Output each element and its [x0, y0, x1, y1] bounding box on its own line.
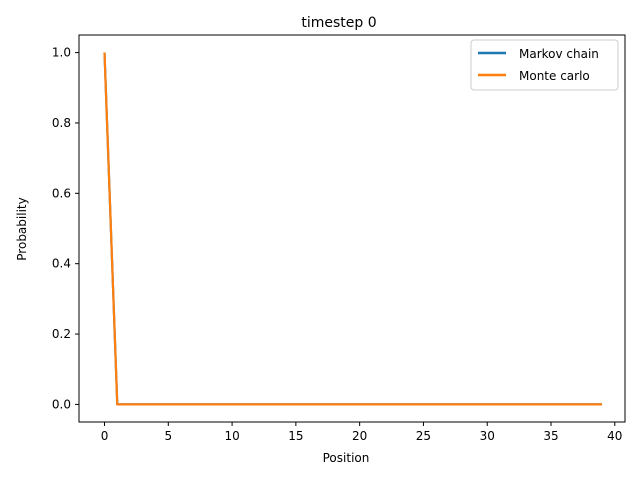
x-tick-label: 5 — [164, 429, 172, 443]
legend-label-markov-chain: Markov chain — [519, 47, 599, 61]
x-tick-label: 30 — [480, 429, 495, 443]
y-axis-ticks: 0.0 0.2 0.4 0.6 0.8 1.0 — [52, 46, 79, 411]
plot-frame — [78, 34, 626, 423]
x-tick-label: 15 — [288, 429, 303, 443]
x-tick-label: 25 — [416, 429, 431, 443]
x-tick-label: 20 — [352, 429, 367, 443]
x-tick-label: 0 — [101, 429, 109, 443]
x-tick-label: 35 — [543, 429, 558, 443]
plot-lines — [103, 52, 603, 406]
legend-box — [470, 39, 619, 91]
y-tick-label: 0.0 — [52, 397, 71, 411]
y-tick-label: 0.8 — [52, 116, 71, 130]
x-tick-label: 10 — [224, 429, 239, 443]
y-tick-label: 1.0 — [52, 46, 71, 60]
x-tick-label: 40 — [607, 429, 622, 443]
x-axis-ticks: 0 5 10 15 20 25 30 35 40 — [101, 422, 622, 443]
legend-label-monte-carlo: Monte carlo — [519, 69, 590, 83]
chart-title: timestep 0 — [301, 15, 376, 31]
legend: Markov chain Monte carlo — [470, 39, 619, 91]
y-tick-label: 0.6 — [52, 186, 71, 200]
y-tick-label: 0.4 — [52, 257, 71, 271]
series-line-monte-carlo — [103, 52, 603, 406]
x-axis-label: Position — [323, 451, 370, 465]
y-tick-label: 0.2 — [52, 327, 71, 341]
y-axis-label: Probability — [15, 197, 29, 260]
